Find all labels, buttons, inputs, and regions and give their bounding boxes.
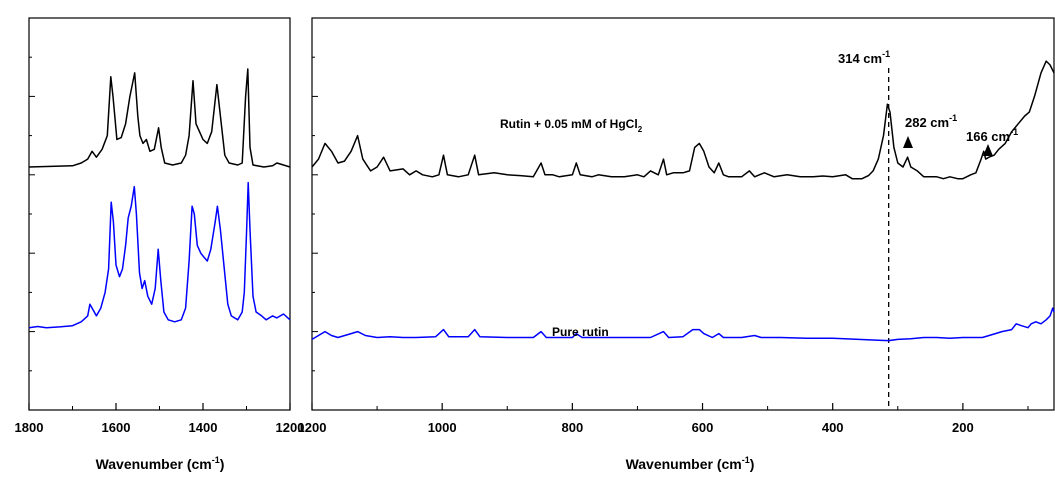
right-x-ticks: 1200 1000 800 600 400 200 [298, 403, 1029, 435]
right-x-tick-label: 1200 [298, 420, 327, 435]
right-x-tick-label: 1000 [428, 420, 457, 435]
annotation-166: 166 cm-1 [966, 127, 1018, 144]
left-y-ticks [29, 56, 35, 372]
right-x-tick-label: 600 [692, 420, 714, 435]
annotation-314: 314 cm-1 [838, 49, 890, 66]
right-x-tick-label: 200 [952, 420, 974, 435]
right-y-ticks [312, 56, 318, 372]
left-series-line-black [28, 68, 291, 168]
annotation-282-text: 282 cm [905, 115, 949, 130]
annotation-314-text: 314 cm [838, 51, 882, 66]
right-x-tick-label: 800 [561, 420, 583, 435]
left-x-tick-label: 1200 [276, 420, 305, 435]
series-label-pure-rutin: Pure rutin [552, 325, 609, 339]
left-x-ticks: 1800 1600 1400 1200 [15, 403, 305, 435]
arrowhead-166 [983, 144, 993, 156]
left-series-group [28, 68, 291, 329]
left-panel: 1800 1600 1400 1200 Wavenumber (cm-1) [15, 17, 305, 472]
left-x-axis-unit-exponent: -1 [212, 455, 220, 465]
right-x-axis-unit: (cm [717, 456, 742, 472]
right-x-tick-label: 400 [822, 420, 844, 435]
annotation-166-exponent: -1 [1010, 127, 1018, 137]
left-x-axis-title: Wavenumber (cm-1) [96, 455, 225, 472]
left-series-line-blue [28, 181, 291, 329]
right-series-line-blue [311, 307, 1055, 342]
left-x-axis-close-paren: ) [220, 456, 225, 472]
annotation-282: 282 cm-1 [905, 113, 957, 130]
annotation-282-exponent: -1 [949, 113, 957, 123]
left-x-axis-word: Wavenumber [96, 456, 184, 472]
series-label-rutin-hgcl2: Rutin + 0.05 mM of HgCl2 [500, 117, 643, 134]
right-x-axis-title: Wavenumber (cm-1) [626, 455, 755, 472]
left-plot-frame [28, 17, 291, 411]
series-label-rutin-hgcl2-text: Rutin + 0.05 mM of HgCl [500, 117, 638, 131]
annotation-166-text: 166 cm [966, 129, 1010, 144]
right-x-axis-close-paren: ) [750, 456, 755, 472]
arrowhead-282 [903, 136, 913, 148]
right-series-group [311, 60, 1055, 342]
left-x-tick-label: 1800 [15, 420, 44, 435]
left-x-axis-unit: (cm [187, 456, 212, 472]
right-x-axis-unit-exponent: -1 [742, 455, 750, 465]
right-series-line-black [311, 60, 1055, 180]
left-x-tick-label: 1400 [189, 420, 218, 435]
left-x-tick-label: 1600 [102, 420, 131, 435]
right-x-axis-word: Wavenumber [626, 456, 714, 472]
annotation-314-exponent: -1 [882, 49, 890, 59]
right-panel: 1200 1000 800 600 400 200 Rutin + 0.05 mM of … [298, 17, 1055, 472]
series-label-rutin-hgcl2-subscript: 2 [638, 125, 643, 134]
right-plot-frame [311, 17, 1055, 411]
